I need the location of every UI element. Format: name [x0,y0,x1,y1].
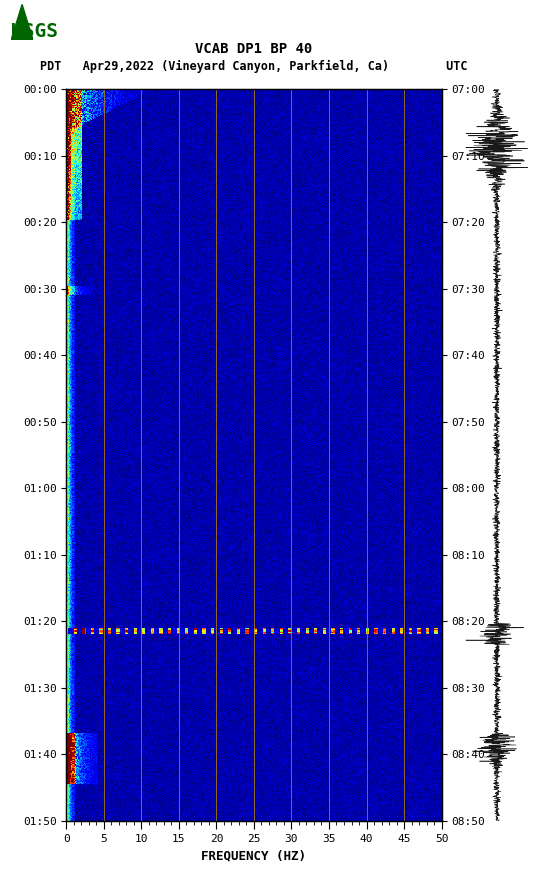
Polygon shape [11,4,33,40]
Text: VCAB DP1 BP 40: VCAB DP1 BP 40 [195,42,312,56]
Text: USGS: USGS [11,21,58,41]
X-axis label: FREQUENCY (HZ): FREQUENCY (HZ) [201,849,306,863]
Text: PDT   Apr29,2022 (Vineyard Canyon, Parkfield, Ca)        UTC: PDT Apr29,2022 (Vineyard Canyon, Parkfie… [40,61,468,73]
